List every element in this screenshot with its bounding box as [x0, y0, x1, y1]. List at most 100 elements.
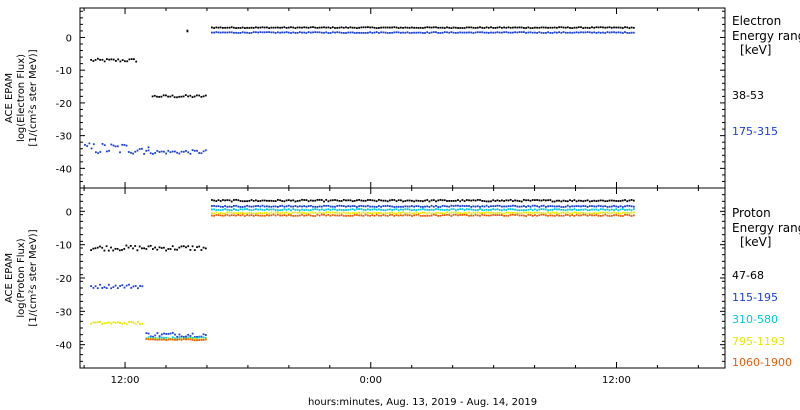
data-point — [417, 31, 420, 34]
data-point — [105, 245, 108, 248]
data-point — [573, 208, 576, 210]
data-point — [428, 26, 431, 29]
data-point — [461, 31, 464, 34]
data-point — [244, 212, 246, 215]
data-point — [272, 200, 275, 202]
data-point — [294, 208, 297, 211]
data-point — [217, 31, 220, 34]
data-point — [323, 213, 325, 216]
data-point — [536, 199, 538, 201]
data-point — [198, 152, 201, 154]
data-point — [163, 338, 165, 341]
data-point — [314, 211, 317, 214]
data-point — [244, 31, 246, 34]
data-point — [393, 199, 396, 201]
data-point — [358, 26, 360, 29]
data-point — [386, 208, 389, 211]
data-point — [116, 287, 119, 289]
data-point — [117, 58, 120, 61]
data-point — [115, 60, 117, 62]
data-point — [106, 58, 108, 60]
data-point — [314, 31, 317, 33]
data-point — [169, 338, 172, 341]
data-point — [237, 209, 240, 212]
data-point — [566, 26, 569, 29]
data-point — [597, 31, 600, 34]
data-point — [426, 31, 429, 34]
data-point — [422, 27, 424, 29]
data-point — [257, 200, 259, 202]
data-point — [494, 200, 497, 202]
data-point — [277, 211, 279, 214]
data-point — [428, 206, 431, 208]
data-point — [593, 26, 596, 29]
data-point — [463, 27, 466, 29]
data-point — [230, 209, 233, 212]
data-point — [564, 209, 567, 212]
data-point — [314, 205, 317, 208]
data-point — [110, 58, 113, 61]
data-point — [413, 205, 415, 208]
data-point — [312, 215, 314, 217]
data-point — [233, 199, 235, 201]
data-point — [536, 211, 538, 214]
data-point — [138, 148, 141, 150]
data-point — [165, 94, 167, 97]
data-point — [287, 199, 290, 201]
data-point — [255, 212, 257, 215]
data-point — [241, 208, 244, 211]
data-point — [457, 212, 459, 215]
data-point — [169, 332, 172, 335]
data-point — [593, 212, 596, 214]
data-point — [474, 213, 477, 216]
data-point — [255, 199, 257, 202]
data-point — [498, 204, 501, 207]
data-point — [610, 212, 613, 214]
data-point — [595, 205, 598, 208]
data-point — [312, 26, 314, 28]
data-point — [492, 211, 495, 214]
data-point — [615, 26, 618, 29]
data-point — [364, 213, 367, 216]
data-point — [395, 200, 398, 202]
data-point — [516, 209, 519, 212]
data-point — [241, 31, 244, 34]
data-point — [476, 211, 479, 214]
data-point — [103, 249, 106, 252]
y-tick-label: -10 — [56, 66, 72, 77]
data-point — [364, 26, 367, 29]
data-point — [525, 211, 527, 214]
data-point — [178, 338, 181, 341]
data-point — [160, 150, 163, 153]
data-point — [615, 212, 618, 215]
data-point — [613, 199, 615, 202]
data-point — [305, 32, 308, 34]
data-point — [233, 208, 235, 210]
data-point — [219, 200, 222, 202]
data-point — [340, 26, 343, 29]
data-point — [397, 31, 400, 34]
data-point — [573, 205, 576, 208]
data-point — [375, 212, 378, 214]
data-point — [430, 214, 433, 217]
data-point — [112, 286, 115, 288]
data-point — [472, 211, 475, 214]
data-point — [560, 200, 563, 203]
data-point — [492, 208, 495, 210]
data-point — [397, 211, 400, 214]
data-point — [417, 213, 420, 216]
data-point — [217, 212, 220, 215]
data-point — [154, 334, 157, 337]
data-point — [246, 26, 248, 29]
data-point — [167, 337, 170, 340]
data-point — [364, 205, 367, 208]
data-point — [241, 213, 244, 216]
data-point — [101, 58, 104, 61]
data-point — [520, 31, 523, 33]
data-point — [279, 26, 281, 29]
data-point — [92, 321, 95, 324]
data-point — [566, 214, 569, 216]
data-point — [520, 205, 523, 208]
data-point — [487, 200, 490, 203]
data-point — [509, 26, 512, 29]
